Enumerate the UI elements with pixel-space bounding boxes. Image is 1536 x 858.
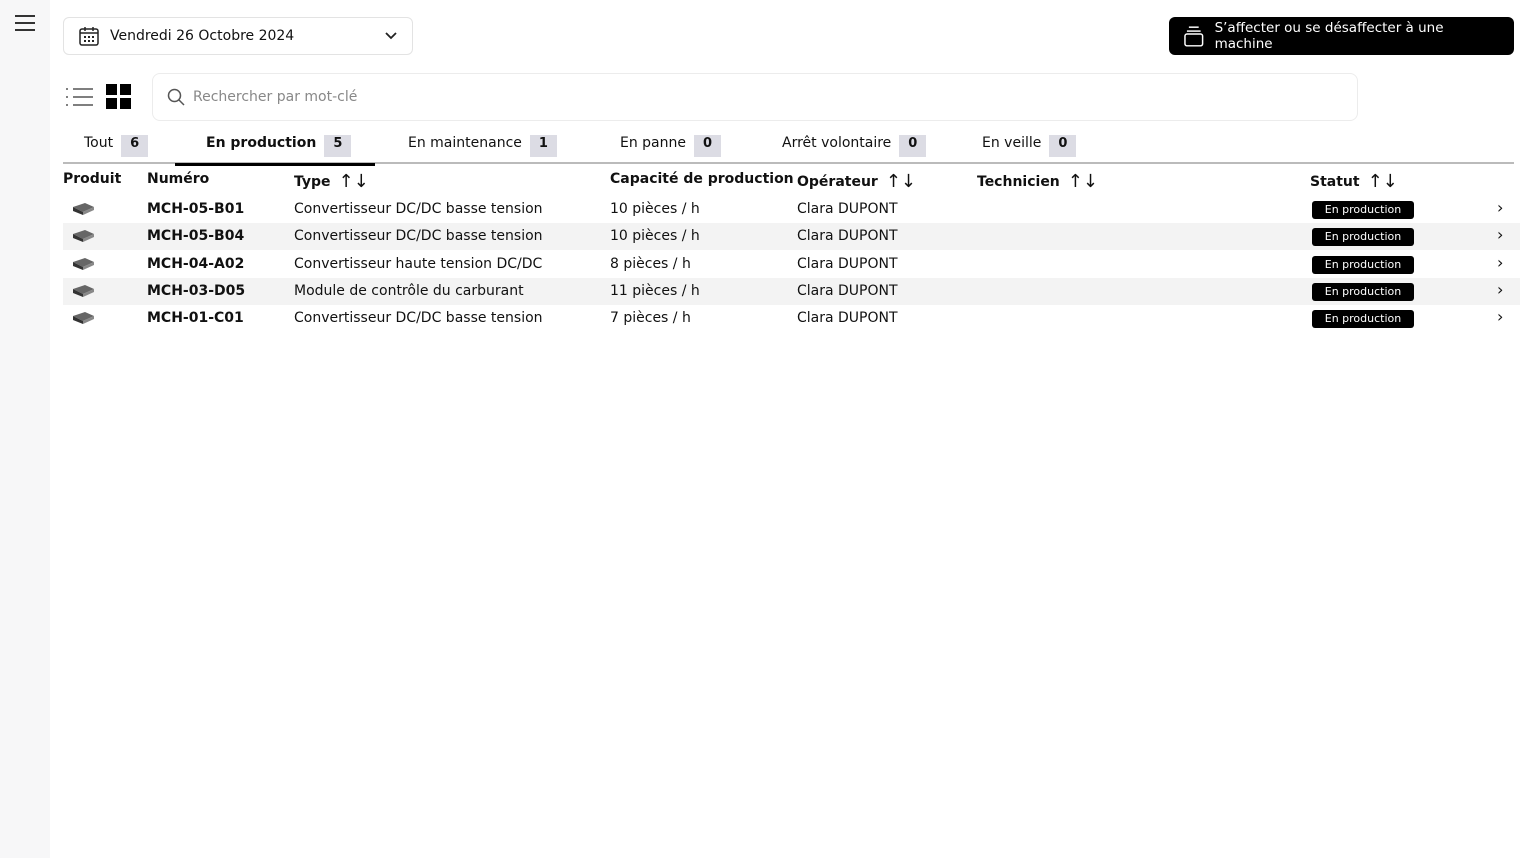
tab-arret-volontaire[interactable]: Arrêt volontaire 0 [782, 135, 927, 164]
tab-count: 0 [694, 135, 722, 157]
col-produit: Produit [63, 171, 122, 187]
row-number: MCH-04-A02 [147, 256, 245, 272]
tab-label: En veille [982, 135, 1042, 151]
row-capacity: 10 pièces / h [610, 228, 700, 244]
tab-label: En panne [620, 135, 686, 151]
search-placeholder: Rechercher par mot-clé [193, 89, 358, 105]
table-row[interactable]: MCH-05-B01 Convertisseur DC/DC basse ten… [63, 196, 1520, 223]
status-badge: En production [1312, 201, 1414, 219]
sort-icon[interactable]: ↑↓ [885, 171, 916, 192]
col-capacite: Capacité de production [610, 171, 794, 187]
col-type[interactable]: Type ↑↓ [294, 171, 369, 192]
calendar-icon [79, 27, 99, 46]
row-type: Module de contrôle du carburant [294, 283, 524, 299]
tab-count: 6 [121, 135, 149, 157]
row-operator: Clara DUPONT [797, 256, 898, 272]
tab-count: 1 [529, 135, 557, 157]
row-capacity: 11 pièces / h [610, 283, 700, 299]
tab-en-production[interactable]: En production 5 [175, 135, 375, 166]
date-label: Vendredi 26 Octobre 2024 [110, 28, 295, 44]
tab-tout[interactable]: Tout 6 [84, 135, 149, 164]
row-number: MCH-01-C01 [147, 310, 244, 326]
sidebar [0, 0, 50, 858]
product-image [73, 312, 94, 324]
row-capacity: 8 pièces / h [610, 256, 691, 272]
row-number: MCH-05-B01 [147, 201, 245, 217]
row-number: MCH-05-B04 [147, 228, 245, 244]
tab-en-panne[interactable]: En panne 0 [620, 135, 722, 164]
chevron-right-icon[interactable]: › [1497, 198, 1504, 217]
view-toggle [66, 84, 132, 110]
col-statut[interactable]: Statut ↑↓ [1310, 171, 1398, 192]
status-badge: En production [1312, 283, 1414, 301]
table-row[interactable]: MCH-05-B04 Convertisseur DC/DC basse ten… [63, 223, 1520, 250]
sort-icon[interactable]: ↑↓ [338, 171, 369, 192]
tab-count: 0 [1049, 135, 1077, 157]
product-image [73, 258, 94, 270]
tab-en-veille[interactable]: En veille 0 [982, 135, 1077, 164]
stack-icon [1184, 26, 1204, 47]
search-input[interactable]: Rechercher par mot-clé [152, 73, 1358, 121]
assign-machine-button[interactable]: S’affecter ou se désaffecter à une machi… [1169, 17, 1514, 55]
table-row[interactable]: MCH-01-C01 Convertisseur DC/DC basse ten… [63, 305, 1520, 332]
grid-view-icon[interactable] [106, 84, 132, 110]
tab-label: En production [206, 135, 317, 151]
search-icon [167, 88, 185, 106]
chevron-right-icon[interactable]: › [1497, 307, 1504, 326]
col-technicien[interactable]: Technicien ↑↓ [977, 171, 1098, 192]
row-type: Convertisseur DC/DC basse tension [294, 310, 543, 326]
product-image [73, 203, 94, 215]
chevron-right-icon[interactable]: › [1497, 280, 1504, 299]
row-operator: Clara DUPONT [797, 310, 898, 326]
list-view-icon[interactable] [66, 85, 94, 109]
sort-icon[interactable]: ↑↓ [1367, 171, 1398, 192]
table-row[interactable]: MCH-03-D05 Module de contrôle du carbura… [63, 278, 1520, 305]
assign-button-label: S’affecter ou se désaffecter à une machi… [1214, 20, 1444, 52]
row-type: Convertisseur haute tension DC/DC [294, 256, 543, 272]
status-badge: En production [1312, 256, 1414, 274]
product-image [73, 230, 94, 242]
table-row[interactable]: MCH-04-A02 Convertisseur haute tension D… [63, 251, 1520, 278]
row-operator: Clara DUPONT [797, 201, 898, 217]
row-operator: Clara DUPONT [797, 283, 898, 299]
sort-icon[interactable]: ↑↓ [1067, 171, 1098, 192]
tab-en-maintenance[interactable]: En maintenance 1 [408, 135, 557, 164]
status-badge: En production [1312, 228, 1414, 246]
col-operateur[interactable]: Opérateur ↑↓ [797, 171, 916, 192]
tab-label: Arrêt volontaire [782, 135, 892, 151]
row-type: Convertisseur DC/DC basse tension [294, 228, 543, 244]
status-badge: En production [1312, 310, 1414, 328]
product-image [73, 285, 94, 297]
row-capacity: 10 pièces / h [610, 201, 700, 217]
tab-label: En maintenance [408, 135, 522, 151]
col-numero: Numéro [147, 171, 210, 187]
row-operator: Clara DUPONT [797, 228, 898, 244]
chevron-right-icon[interactable]: › [1497, 253, 1504, 272]
menu-icon[interactable] [15, 14, 35, 32]
date-picker[interactable]: Vendredi 26 Octobre 2024 [63, 17, 413, 55]
status-tabs: Tout 6 En production 5 En maintenance 1 En … [63, 133, 1514, 166]
tab-label: Tout [84, 135, 114, 151]
tab-count: 5 [324, 135, 352, 157]
row-number: MCH-03-D05 [147, 283, 246, 299]
chevron-right-icon[interactable]: › [1497, 225, 1504, 244]
tab-count: 0 [899, 135, 927, 157]
chevron-down-icon [385, 32, 397, 40]
row-capacity: 7 pièces / h [610, 310, 691, 326]
row-type: Convertisseur DC/DC basse tension [294, 201, 543, 217]
